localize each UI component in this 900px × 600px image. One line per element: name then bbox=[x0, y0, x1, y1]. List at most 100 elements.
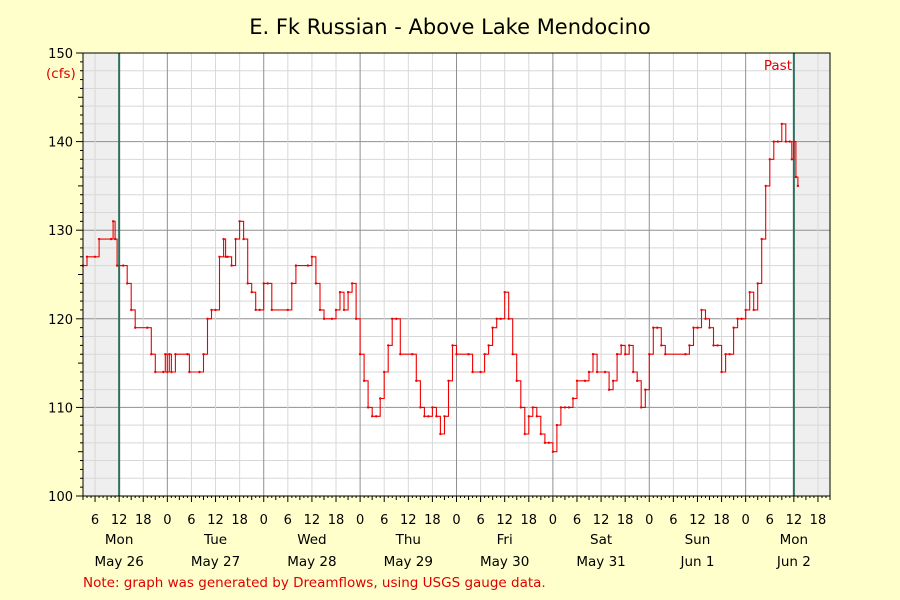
data-point bbox=[587, 370, 591, 374]
x-tick-label: 0 bbox=[260, 513, 268, 528]
x-tick-label: 6 bbox=[380, 513, 388, 528]
footnote: Note: graph was generated by Dreamflows,… bbox=[83, 575, 546, 591]
y-axis-unit: (cfs) bbox=[46, 66, 76, 82]
weekday-label: Tue bbox=[203, 532, 227, 548]
x-tick-label: 18 bbox=[617, 513, 634, 528]
data-point bbox=[551, 450, 555, 453]
data-point bbox=[764, 184, 767, 188]
data-point bbox=[399, 353, 402, 356]
x-tick-label: 12 bbox=[496, 513, 513, 528]
data-point bbox=[210, 308, 213, 312]
date-label: May 29 bbox=[384, 554, 433, 570]
date-label: Jun 1 bbox=[679, 554, 714, 570]
data-point bbox=[648, 353, 651, 356]
data-point bbox=[447, 379, 450, 382]
data-point bbox=[146, 326, 149, 329]
data-point bbox=[270, 308, 273, 312]
data-point bbox=[515, 379, 518, 382]
x-tick-label: 18 bbox=[713, 513, 730, 528]
data-point bbox=[310, 255, 314, 258]
x-tick-label: 12 bbox=[400, 513, 417, 528]
y-tick-label: 120 bbox=[48, 313, 73, 328]
data-point bbox=[154, 370, 157, 374]
data-point bbox=[636, 379, 639, 382]
data-point bbox=[547, 441, 551, 444]
data-point bbox=[716, 344, 719, 347]
data-point bbox=[696, 326, 699, 329]
data-point bbox=[615, 353, 619, 356]
data-point bbox=[262, 282, 265, 285]
data-point bbox=[134, 326, 137, 329]
data-point bbox=[575, 379, 579, 382]
data-point bbox=[266, 282, 269, 285]
data-point bbox=[290, 282, 293, 285]
data-point bbox=[656, 326, 659, 329]
data-point bbox=[322, 317, 326, 320]
weekday-label: Mon bbox=[105, 532, 133, 548]
x-tick-label: 12 bbox=[786, 513, 803, 528]
data-point bbox=[583, 379, 587, 382]
data-point bbox=[354, 317, 358, 320]
data-point bbox=[527, 415, 530, 418]
data-point bbox=[628, 344, 631, 347]
data-point bbox=[467, 353, 470, 356]
period-boundaries bbox=[118, 53, 795, 496]
x-axis: 6 12 18 0 6 12 18 0 6 12 18 0 6 12 18 0 6 12 18 0 6 12 18 0 6 12 1… bbox=[82, 496, 831, 570]
x-tick-label: 12 bbox=[689, 513, 706, 528]
data-point bbox=[531, 406, 534, 409]
data-point bbox=[543, 441, 547, 444]
data-point bbox=[700, 308, 703, 312]
data-point bbox=[571, 397, 575, 400]
y-tick-label: 110 bbox=[48, 401, 73, 416]
x-tick-label: 0 bbox=[163, 513, 171, 528]
y-tick-label: 140 bbox=[48, 136, 73, 151]
data-point bbox=[740, 317, 743, 320]
data-point bbox=[732, 326, 735, 329]
data-point bbox=[334, 308, 338, 312]
past-label: Past bbox=[764, 58, 792, 74]
data-point bbox=[652, 326, 655, 329]
data-point bbox=[366, 406, 370, 409]
weekday-label: Wed bbox=[297, 532, 326, 548]
data-point bbox=[792, 140, 796, 143]
x-tick-label: 18 bbox=[231, 513, 248, 528]
data-point bbox=[760, 237, 763, 241]
data-point bbox=[559, 406, 563, 409]
x-tick-label: 0 bbox=[742, 513, 750, 528]
data-point bbox=[720, 370, 723, 374]
data-point bbox=[164, 353, 167, 356]
data-point bbox=[166, 370, 169, 374]
data-point bbox=[640, 406, 643, 409]
data-point bbox=[411, 353, 414, 356]
data-point bbox=[111, 220, 115, 223]
data-point bbox=[306, 264, 310, 267]
data-point bbox=[443, 415, 446, 418]
data-point bbox=[748, 291, 751, 294]
weekday-label: Mon bbox=[780, 532, 808, 548]
data-point bbox=[487, 344, 490, 347]
data-point bbox=[338, 291, 342, 294]
data-point bbox=[419, 406, 422, 409]
data-point bbox=[415, 379, 418, 382]
data-point bbox=[479, 370, 482, 374]
data-point bbox=[491, 326, 494, 329]
data-point bbox=[85, 255, 89, 258]
data-point bbox=[246, 282, 249, 285]
data-point bbox=[620, 344, 623, 347]
data-point bbox=[126, 282, 129, 285]
data-point bbox=[113, 237, 117, 241]
weekday-label: Sun bbox=[685, 532, 711, 548]
x-tick-label: 6 bbox=[476, 513, 484, 528]
x-tick-label: 18 bbox=[424, 513, 441, 528]
x-tick-label: 18 bbox=[810, 513, 827, 528]
data-point bbox=[230, 264, 233, 267]
data-point bbox=[591, 353, 595, 356]
x-tick-label: 12 bbox=[207, 513, 224, 528]
data-point bbox=[375, 415, 378, 418]
data-point bbox=[780, 122, 783, 126]
data-point bbox=[371, 415, 374, 418]
data-point bbox=[162, 370, 165, 374]
data-point bbox=[728, 353, 731, 356]
data-point bbox=[314, 282, 318, 285]
